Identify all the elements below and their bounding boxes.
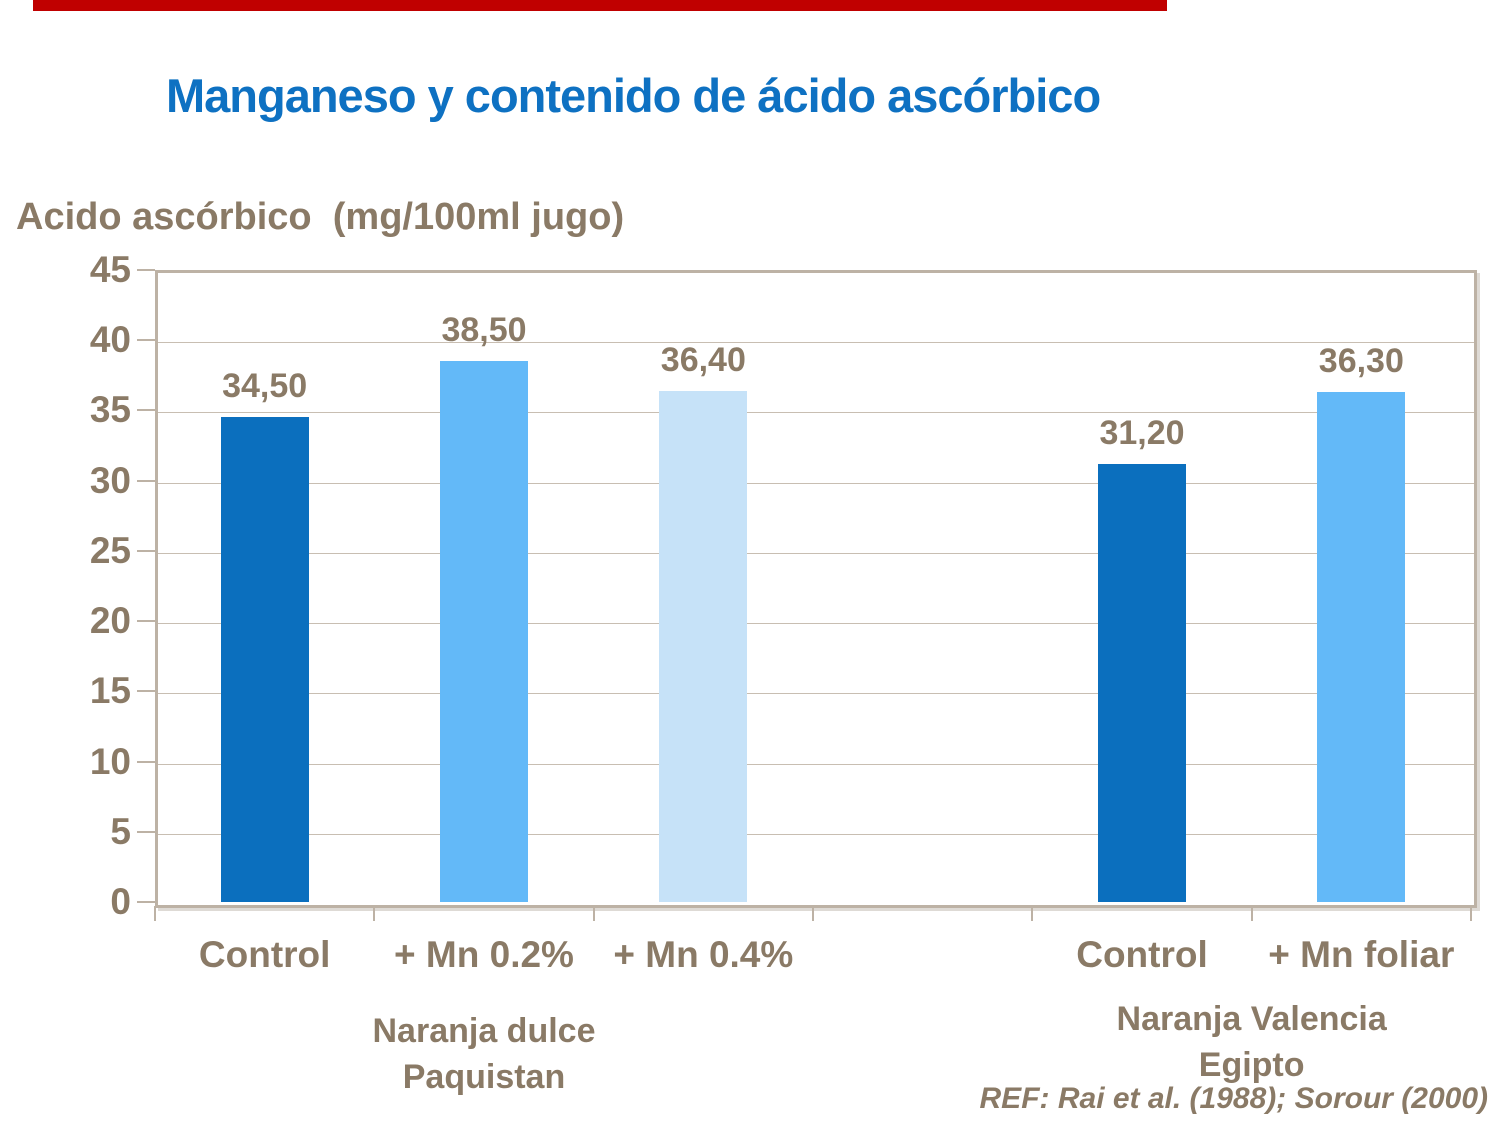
y-axis-tick-label: 40 (89, 319, 131, 361)
y-axis-tick-label: 15 (89, 670, 131, 712)
group-label: Naranja dulce Paquistan (224, 1008, 744, 1100)
y-axis-tick (137, 339, 155, 342)
x-axis-tick (373, 906, 376, 921)
y-axis-title: Acido ascórbico (mg/100ml jugo) (16, 196, 625, 238)
x-axis-category-label: + Mn 0.4% (613, 934, 794, 975)
x-axis-tick (812, 906, 814, 921)
gridline (158, 763, 1474, 765)
bar-value-label: 36,40 (660, 340, 746, 379)
bar (1317, 392, 1406, 902)
x-axis-tick (1031, 906, 1034, 921)
y-axis-tick-label: 10 (89, 740, 131, 782)
gridline (158, 552, 1474, 554)
bar (1098, 463, 1186, 902)
group-label-line: Paquistan (402, 1058, 566, 1096)
plot-area (155, 270, 1477, 908)
bar (220, 417, 309, 902)
y-axis-tick (137, 620, 155, 623)
gridline (158, 412, 1474, 414)
x-axis-tick (1250, 906, 1253, 921)
x-axis-tick (154, 906, 156, 921)
x-axis-category-label: Control (198, 934, 331, 975)
y-axis-tick (137, 409, 155, 412)
y-axis-tick (137, 760, 155, 763)
y-axis-tick (137, 479, 155, 482)
y-axis-tick-label: 5 (110, 810, 131, 852)
y-axis-tick-label: 45 (89, 249, 131, 290)
gridline (158, 833, 1474, 835)
top-red-bar (33, 0, 1167, 11)
gridline (158, 693, 1474, 695)
x-axis-tick (1470, 906, 1472, 921)
x-axis-category-label: Control (1076, 934, 1208, 975)
reference-citation: REF: Rai et al. (1988); Sorour (2000) (979, 1082, 1488, 1115)
group-label-line: Naranja Valencia (1116, 1000, 1387, 1038)
bar (659, 390, 748, 902)
gridline (158, 623, 1474, 625)
group-label-line: Egipto (1198, 1046, 1305, 1084)
x-axis-category-label: + Mn 0.2% (394, 934, 574, 975)
y-axis-tick (137, 269, 155, 271)
x-axis-category-label: + Mn foliar (1268, 934, 1455, 975)
bar-value-label: 36,30 (1318, 342, 1404, 381)
y-axis-tick (137, 830, 155, 833)
y-axis-tick-label: 35 (89, 389, 131, 431)
y-axis-tick (137, 901, 155, 903)
chart-title: Manganeso y contenido de ácido ascórbico (166, 69, 1101, 122)
y-axis-tick-label: 25 (89, 529, 131, 571)
y-axis-tick-label: 0 (110, 881, 131, 922)
bar-value-label: 38,50 (441, 311, 527, 350)
bar-value-label: 34,50 (222, 367, 308, 406)
bar-value-label: 31,20 (1099, 413, 1185, 452)
gridline (158, 342, 1474, 344)
gridline (158, 482, 1474, 484)
group-label: Naranja Valencia Egipto (992, 996, 1501, 1088)
group-label-line: Naranja dulce (372, 1012, 596, 1050)
y-axis-tick-label: 20 (89, 600, 131, 642)
y-axis-tick (137, 690, 155, 693)
bar (440, 361, 528, 902)
y-axis-tick (137, 549, 155, 552)
x-axis-tick (592, 906, 595, 921)
y-axis-tick-label: 30 (89, 459, 131, 501)
